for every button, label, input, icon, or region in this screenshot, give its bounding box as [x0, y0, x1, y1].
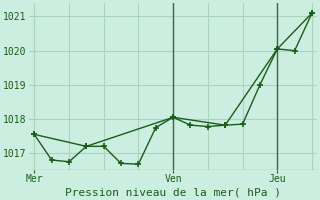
X-axis label: Pression niveau de la mer( hPa ): Pression niveau de la mer( hPa ) [65, 187, 281, 197]
